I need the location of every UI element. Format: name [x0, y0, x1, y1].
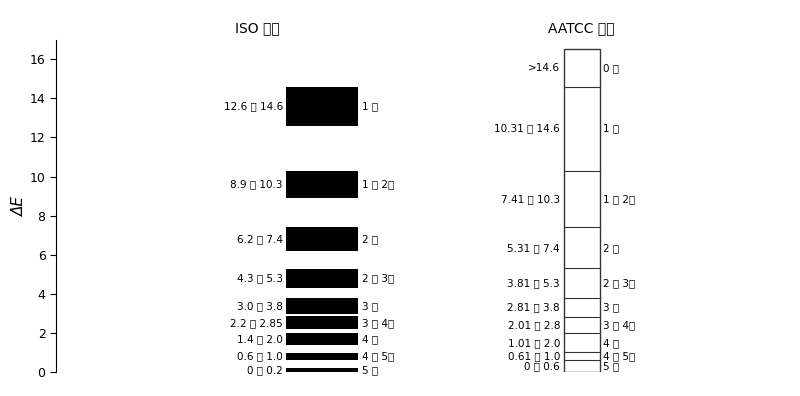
Text: 1.4 ～ 2.0: 1.4 ～ 2.0 [237, 334, 283, 344]
Text: 12.6 ～ 14.6: 12.6 ～ 14.6 [223, 101, 283, 111]
Text: 5 级: 5 级 [603, 362, 619, 371]
Text: 1 ～ 2级: 1 ～ 2级 [362, 179, 394, 189]
Text: 3 ～ 4级: 3 ～ 4级 [603, 320, 635, 330]
Text: 5 级: 5 级 [362, 365, 378, 375]
Text: AATCC 灰卡: AATCC 灰卡 [548, 22, 615, 36]
Text: 0 ～ 0.6: 0 ～ 0.6 [524, 362, 560, 371]
Text: 4 ～ 5级: 4 ～ 5级 [603, 352, 635, 362]
Text: 6.2 ～ 7.4: 6.2 ～ 7.4 [237, 234, 283, 244]
Text: 0 ～ 0.2: 0 ～ 0.2 [247, 365, 283, 375]
Bar [563, 50, 600, 372]
Text: 2.81 ～ 3.8: 2.81 ～ 3.8 [507, 303, 560, 312]
Text: >14.6: >14.6 [528, 63, 560, 73]
Text: 8.9 ～ 10.3: 8.9 ～ 10.3 [230, 179, 283, 189]
Text: 2.01 ～ 2.8: 2.01 ～ 2.8 [507, 320, 560, 330]
Text: 2.2 ～ 2.85: 2.2 ～ 2.85 [230, 318, 283, 328]
Text: 4 ～ 5级: 4 ～ 5级 [362, 352, 394, 362]
Text: 4 级: 4 级 [362, 334, 378, 344]
Text: 1.01 ～ 2.0: 1.01 ～ 2.0 [508, 338, 560, 348]
Text: 3.0 ～ 3.8: 3.0 ～ 3.8 [237, 301, 283, 311]
Bar [286, 298, 358, 314]
Bar [286, 268, 358, 288]
Text: 3.81 ～ 5.3: 3.81 ～ 5.3 [507, 278, 560, 288]
Text: 2 级: 2 级 [362, 234, 378, 244]
Text: 4.3 ～ 5.3: 4.3 ～ 5.3 [237, 273, 283, 283]
Text: 3 级: 3 级 [603, 303, 619, 312]
Bar [286, 353, 358, 360]
Text: 2 ～ 3级: 2 ～ 3级 [603, 278, 635, 288]
Text: 1 级: 1 级 [362, 101, 378, 111]
Text: 0.6 ～ 1.0: 0.6 ～ 1.0 [237, 352, 283, 362]
Bar [286, 171, 358, 198]
Text: 2 级: 2 级 [603, 243, 619, 253]
Bar [286, 333, 358, 345]
Text: 3 级: 3 级 [362, 301, 378, 311]
Text: 3 ～ 4级: 3 ～ 4级 [362, 318, 394, 328]
Text: 4 级: 4 级 [603, 338, 619, 348]
Text: 2 ～ 3级: 2 ～ 3级 [362, 273, 394, 283]
Y-axis label: ΔE: ΔE [12, 196, 27, 216]
Text: 0.61 ～ 1.0: 0.61 ～ 1.0 [508, 352, 560, 362]
Bar [286, 368, 358, 372]
Bar [286, 87, 358, 126]
Text: 7.41 ～ 10.3: 7.41 ～ 10.3 [501, 194, 560, 204]
Text: 1 级: 1 级 [603, 124, 619, 133]
Text: 5.31 ～ 7.4: 5.31 ～ 7.4 [507, 243, 560, 253]
Text: 0 级: 0 级 [603, 63, 619, 73]
Text: 10.31 ～ 14.6: 10.31 ～ 14.6 [494, 124, 560, 133]
Text: ISO 灰卡: ISO 灰卡 [235, 22, 280, 36]
Text: 1 ～ 2级: 1 ～ 2级 [603, 194, 635, 204]
Bar [286, 316, 358, 329]
Bar [286, 227, 358, 251]
